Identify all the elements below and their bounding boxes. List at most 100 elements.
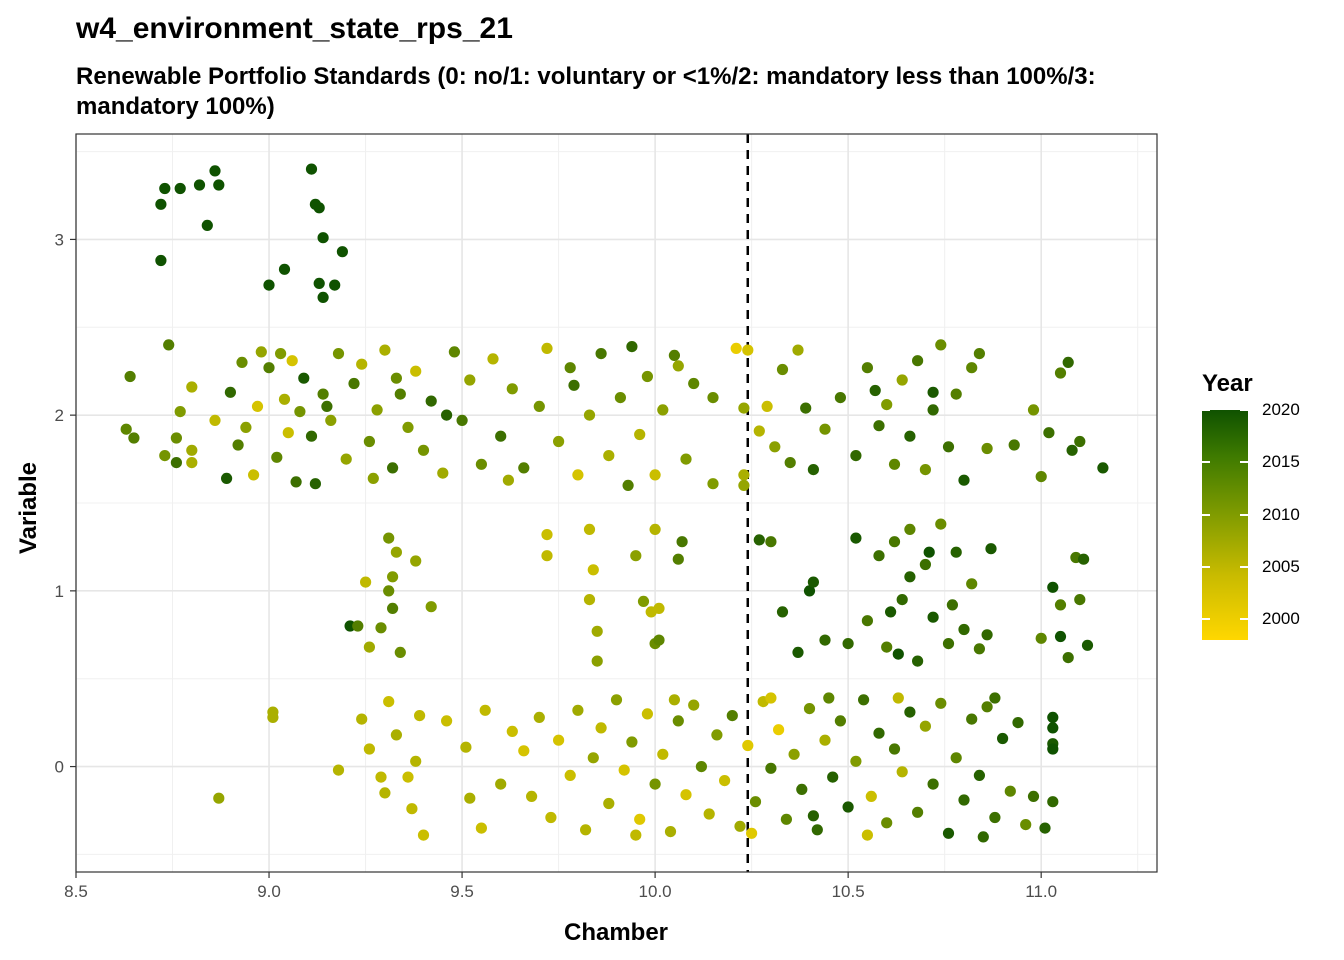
data-point bbox=[881, 641, 893, 653]
data-point bbox=[850, 450, 862, 462]
data-point bbox=[224, 386, 236, 398]
data-point bbox=[726, 710, 738, 722]
data-point bbox=[896, 594, 908, 606]
data-point bbox=[649, 469, 661, 481]
data-point bbox=[1047, 722, 1059, 734]
data-point bbox=[861, 615, 874, 627]
x-tick-label: 9.0 bbox=[257, 882, 281, 901]
data-point bbox=[858, 694, 870, 706]
data-point bbox=[240, 421, 252, 433]
data-point bbox=[402, 771, 414, 783]
data-point bbox=[340, 453, 352, 465]
panel-border bbox=[75, 133, 1158, 873]
data-point bbox=[641, 370, 654, 383]
data-point bbox=[441, 715, 453, 727]
data-point bbox=[904, 571, 916, 583]
data-point bbox=[703, 808, 715, 820]
data-point bbox=[649, 778, 661, 790]
data-point bbox=[641, 708, 654, 720]
data-point bbox=[966, 713, 978, 725]
data-point bbox=[784, 457, 796, 469]
data-point bbox=[672, 715, 684, 727]
data-point bbox=[553, 435, 565, 448]
data-point bbox=[796, 783, 808, 796]
data-point bbox=[275, 348, 287, 360]
x-tick-label: 10.0 bbox=[639, 882, 672, 901]
y-tick-label: 1 bbox=[55, 582, 64, 601]
data-point bbox=[981, 442, 993, 455]
data-point bbox=[448, 346, 460, 358]
data-point bbox=[541, 550, 553, 562]
legend-tick-label: 2000 bbox=[1262, 609, 1300, 629]
data-point bbox=[630, 829, 642, 841]
y-axis-title: Variable bbox=[15, 462, 42, 554]
data-point bbox=[610, 694, 623, 706]
data-point bbox=[286, 355, 298, 367]
data-point bbox=[251, 400, 264, 412]
data-point bbox=[267, 711, 279, 724]
data-point bbox=[332, 764, 345, 776]
data-point bbox=[888, 458, 901, 470]
data-point bbox=[170, 457, 182, 469]
data-point bbox=[348, 377, 360, 390]
data-point bbox=[595, 348, 607, 360]
data-point bbox=[344, 620, 356, 632]
data-point bbox=[827, 771, 839, 783]
legend-tick-label: 2015 bbox=[1262, 452, 1300, 472]
data-point bbox=[305, 430, 318, 442]
data-point bbox=[695, 761, 708, 773]
data-point bbox=[159, 450, 171, 462]
data-point bbox=[719, 775, 731, 787]
data-point bbox=[873, 550, 885, 562]
data-point bbox=[1078, 553, 1090, 565]
data-point bbox=[649, 523, 661, 536]
data-point bbox=[935, 697, 947, 709]
data-point bbox=[321, 400, 333, 412]
data-point bbox=[383, 532, 395, 544]
data-point bbox=[680, 789, 692, 801]
data-point bbox=[170, 432, 182, 444]
data-point bbox=[664, 826, 677, 838]
data-point bbox=[614, 392, 627, 404]
data-point bbox=[174, 406, 186, 418]
data-point bbox=[892, 692, 904, 704]
data-point bbox=[1081, 639, 1094, 651]
data-point bbox=[1043, 427, 1055, 439]
data-point bbox=[738, 402, 750, 414]
data-point bbox=[414, 710, 426, 722]
data-point bbox=[912, 655, 924, 667]
data-point bbox=[707, 478, 719, 490]
data-point bbox=[371, 404, 383, 416]
data-point bbox=[742, 344, 754, 356]
data-point bbox=[410, 555, 422, 567]
data-point bbox=[568, 379, 580, 391]
data-point bbox=[776, 606, 789, 618]
data-point bbox=[583, 594, 596, 606]
data-point bbox=[765, 692, 777, 704]
data-point bbox=[730, 342, 742, 354]
data-point bbox=[317, 291, 329, 303]
data-point bbox=[749, 796, 762, 808]
data-point bbox=[332, 348, 345, 360]
data-point bbox=[518, 462, 530, 474]
data-point bbox=[387, 462, 399, 474]
legend-tick-label: 2010 bbox=[1262, 504, 1300, 524]
data-point bbox=[803, 703, 816, 715]
data-point bbox=[1054, 630, 1067, 643]
data-point bbox=[186, 381, 198, 393]
data-point bbox=[942, 441, 955, 453]
data-point bbox=[842, 801, 854, 813]
data-point bbox=[888, 536, 901, 548]
data-point bbox=[1066, 444, 1078, 456]
data-point bbox=[541, 529, 553, 541]
data-point bbox=[425, 395, 437, 407]
data-point bbox=[336, 246, 348, 258]
data-point bbox=[363, 743, 375, 755]
data-point bbox=[1062, 356, 1074, 368]
data-point bbox=[595, 722, 607, 734]
data-point bbox=[213, 179, 225, 191]
data-point bbox=[278, 263, 291, 275]
data-point bbox=[657, 404, 669, 416]
data-point bbox=[966, 362, 978, 374]
data-point bbox=[927, 778, 939, 790]
